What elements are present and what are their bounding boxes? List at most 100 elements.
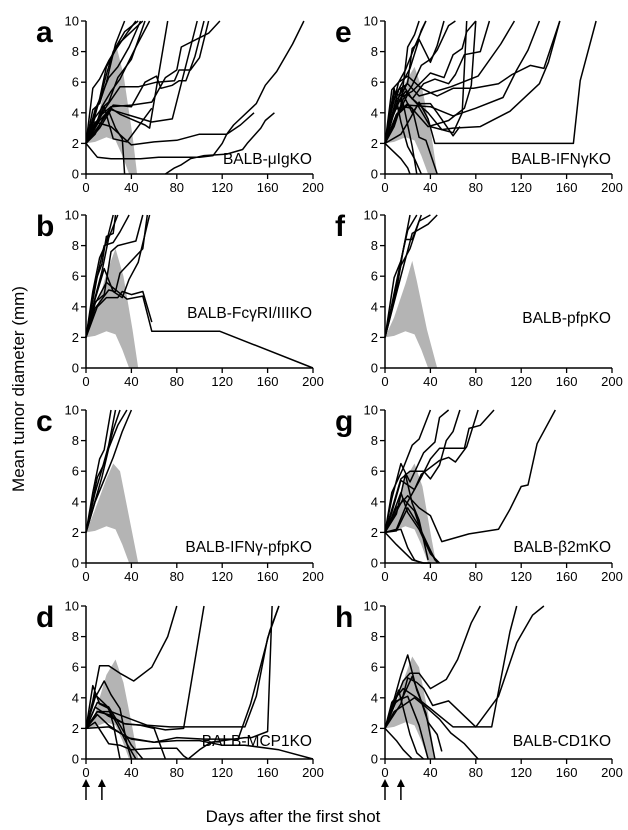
tumor-curve [85,214,149,338]
tumor-curve [85,214,117,338]
tumor-curve [384,89,461,144]
y-tick-label: 8 [72,44,79,59]
y-tick-label: 10 [65,208,79,223]
y-tick-label: 2 [72,136,79,151]
x-tick-label: 200 [302,180,324,195]
x-tick-label: 80 [469,180,483,195]
x-tick-label: 160 [556,569,578,584]
tumor-curve [384,697,479,760]
tumor-curve [384,87,422,175]
y-tick-label: 8 [72,238,79,253]
control-range-band [385,656,435,759]
injection-arrow [97,779,106,800]
tumor-curve [85,214,151,338]
y-tick-label: 2 [72,525,79,540]
panel-d: 0 2 4 6 8 10 0 40 80 120 160 200 d BALB-MCP1KO [36,599,324,781]
strain-label: BALB-pfpKO [522,310,611,327]
x-tick-label: 40 [423,180,437,195]
tumor-curve [384,727,413,760]
injection-arrow [396,779,405,800]
y-tick-label: 6 [371,660,378,675]
tumor-curve [384,20,561,144]
tumor-curve [85,721,189,760]
strain-label: BALB-μIgKO [223,151,312,168]
panel-letter: b [36,210,54,243]
x-tick-label: 160 [257,374,279,389]
panel-letter: e [335,16,352,49]
control-range-band [86,463,139,563]
x-tick-label: 200 [302,569,324,584]
tumor-curve [384,654,436,760]
panel-f: 0 2 4 6 8 10 0 40 80 120 160 200 f BALB-pfpKO [335,208,623,390]
panel-letter: c [36,405,53,438]
x-tick-label: 120 [510,765,532,780]
y-tick-label: 6 [72,75,79,90]
y-tick-label: 4 [371,494,378,509]
tumor-curve [384,409,432,533]
strain-label: BALB-FcγRI/IIIKO [187,305,312,322]
tumor-curve [384,409,479,533]
x-tick-label: 160 [257,180,279,195]
y-tick-label: 2 [371,136,378,151]
x-tick-label: 80 [170,180,184,195]
tumor-curve [384,409,461,533]
x-tick-label: 200 [601,180,623,195]
x-tick-label: 0 [82,374,89,389]
tumor-curve [85,214,114,338]
tumor-curve [85,110,126,175]
x-tick-label: 160 [556,765,578,780]
x-tick-label: 80 [469,569,483,584]
y-tick-label: 6 [371,464,378,479]
panel-a: 0 2 4 6 8 10 0 40 80 120 160 200 a BALB-μIgKO [36,14,324,196]
y-tick-label: 10 [65,403,79,418]
x-tick-label: 40 [423,569,437,584]
x-tick-label: 200 [601,569,623,584]
y-tick-label: 10 [65,599,79,614]
x-tick-label: 200 [302,765,324,780]
y-tick-label: 2 [72,721,79,736]
y-tick-label: 0 [371,752,378,767]
x-tick-label: 0 [381,374,388,389]
tumor-curve [384,689,425,760]
x-tick-label: 200 [601,374,623,389]
y-tick-label: 10 [364,403,378,418]
tumor-curve [85,409,112,533]
panel-e: 0 2 4 6 8 10 0 40 80 120 160 200 e BALB-IFNγKO [335,14,623,196]
panel-letter: g [335,405,353,438]
y-tick-label: 10 [65,14,79,29]
tumor-curve [85,214,130,338]
tumor-curve [85,605,280,743]
x-tick-label: 160 [556,180,578,195]
tumor-curve [384,409,495,534]
x-tick-label: 80 [469,765,483,780]
tumor-curve [85,20,221,144]
y-tick-label: 8 [72,629,79,644]
y-tick-label: 4 [72,690,79,705]
x-tick-label: 160 [257,569,279,584]
x-tick-label: 0 [82,569,89,584]
x-tick-label: 80 [170,374,184,389]
y-tick-label: 4 [72,299,79,314]
y-axis-title: Mean tumor diameter (mm) [9,286,28,492]
x-tick-label: 40 [124,765,138,780]
y-tick-label: 0 [72,752,79,767]
panel-b: 0 2 4 6 8 10 0 40 80 120 160 200 b BALB-FcγRI/IIIKO [36,208,324,390]
y-tick-label: 6 [371,269,378,284]
y-tick-label: 6 [72,464,79,479]
x-tick-label: 0 [381,180,388,195]
tumor-curve [384,20,541,144]
x-tick-label: 80 [170,765,184,780]
control-range-band [385,260,438,368]
tumor-curve [85,20,144,144]
panel-letter: d [36,601,54,634]
panel-g: 0 2 4 6 8 10 0 40 80 120 160 200 g BALB-β2mKO [335,403,623,585]
y-tick-label: 2 [72,330,79,345]
y-tick-label: 0 [371,556,378,571]
tumor-curve [384,507,440,564]
y-tick-label: 4 [371,299,378,314]
tumor-curve [384,96,418,175]
x-tick-label: 160 [257,765,279,780]
tumor-curve [85,20,305,160]
x-tick-label: 0 [381,765,388,780]
